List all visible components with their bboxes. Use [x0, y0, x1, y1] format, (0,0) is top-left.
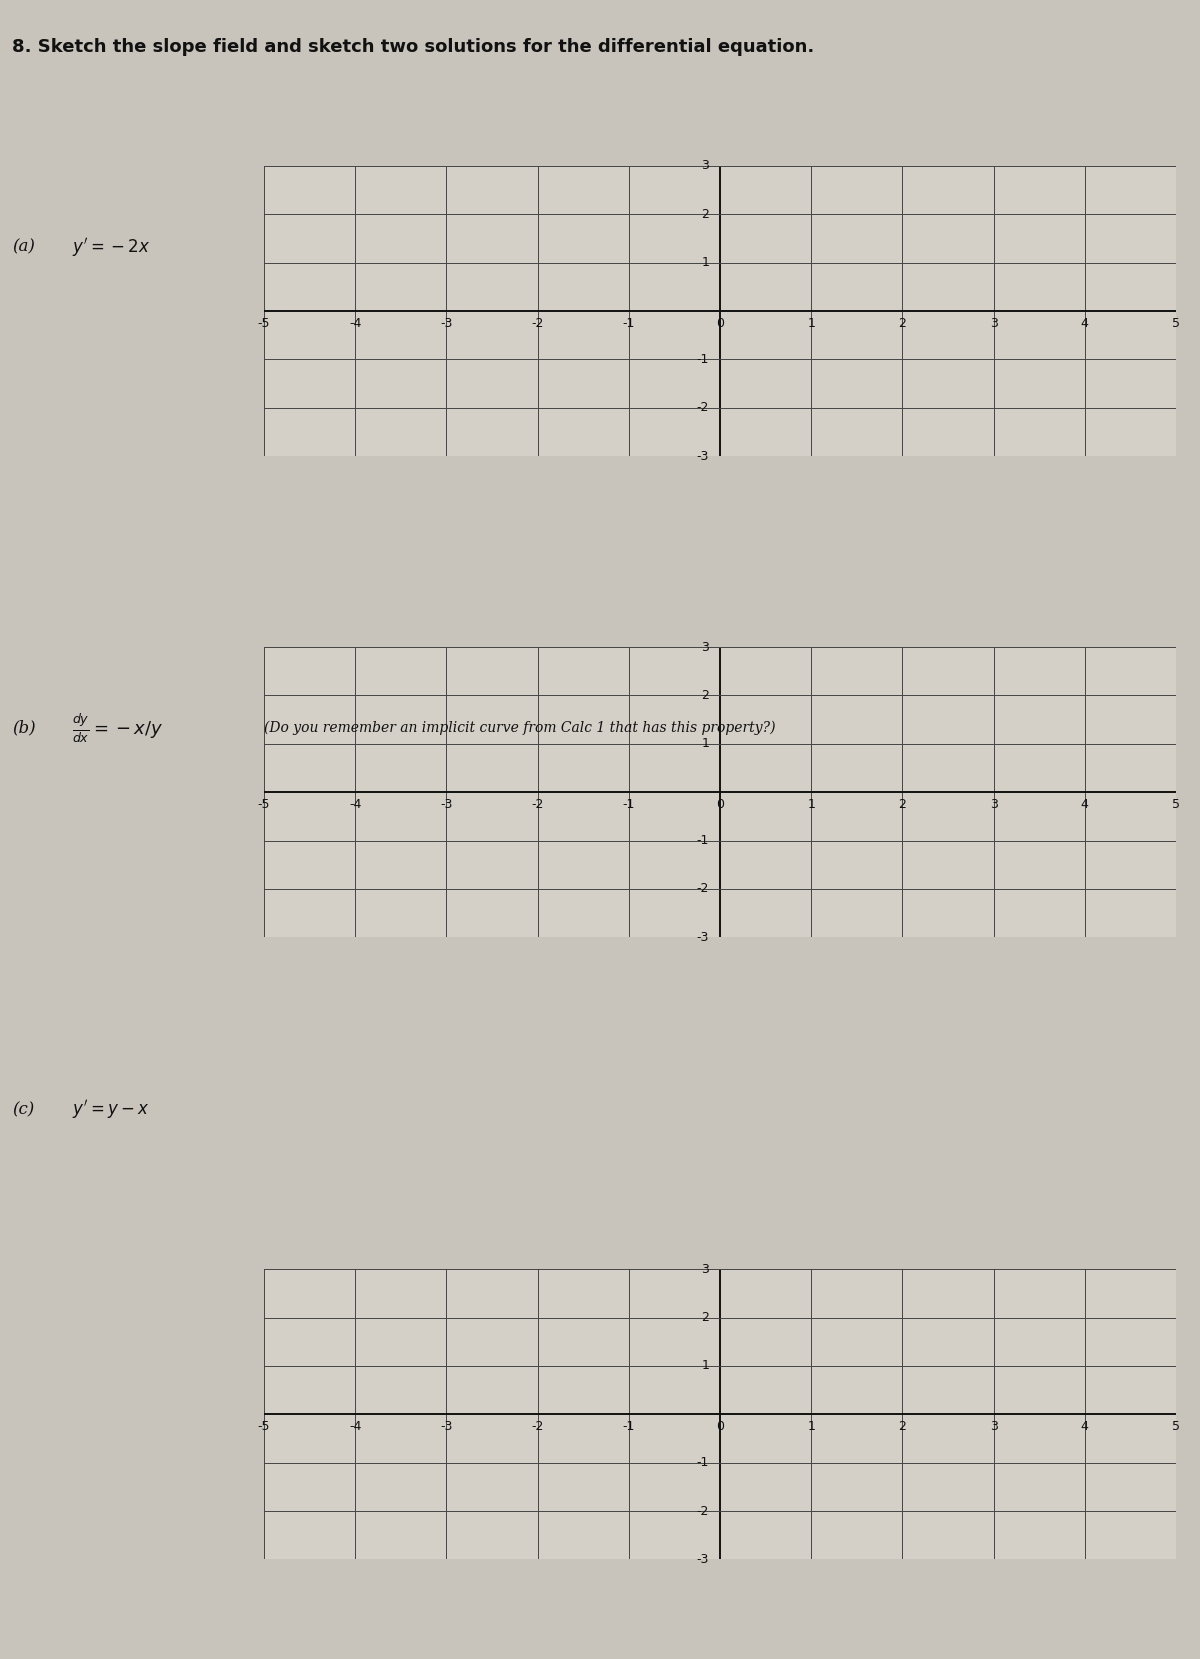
Text: -2: -2 — [697, 1505, 709, 1518]
Text: 1: 1 — [701, 1359, 709, 1372]
Text: 3: 3 — [701, 1262, 709, 1276]
Text: 2: 2 — [899, 1420, 906, 1433]
Text: 8. Sketch the slope field and sketch two solutions for the differential equation: 8. Sketch the slope field and sketch two… — [12, 38, 815, 56]
Text: 0: 0 — [716, 798, 724, 811]
Text: -3: -3 — [440, 798, 452, 811]
Text: -4: -4 — [349, 798, 361, 811]
Text: 4: 4 — [1081, 1420, 1088, 1433]
Text: 0: 0 — [716, 1420, 724, 1433]
Text: 1: 1 — [808, 798, 815, 811]
Text: -5: -5 — [258, 798, 270, 811]
Text: 1: 1 — [701, 255, 709, 269]
Text: -2: -2 — [532, 1420, 544, 1433]
Text: (Do you remember an implicit curve from Calc 1 that has this property?): (Do you remember an implicit curve from … — [264, 722, 775, 735]
Text: -3: -3 — [697, 450, 709, 463]
Text: 3: 3 — [990, 798, 997, 811]
Text: $y' = -2x$: $y' = -2x$ — [72, 236, 150, 259]
Text: -2: -2 — [532, 317, 544, 330]
Text: -3: -3 — [697, 931, 709, 944]
Text: 2: 2 — [701, 1311, 709, 1324]
Text: 1: 1 — [808, 317, 815, 330]
Text: -4: -4 — [349, 317, 361, 330]
Text: 5: 5 — [1172, 798, 1180, 811]
Text: -1: -1 — [697, 834, 709, 848]
Text: 0: 0 — [716, 317, 724, 330]
Text: 2: 2 — [899, 317, 906, 330]
Text: -1: -1 — [623, 1420, 635, 1433]
Text: -5: -5 — [258, 1420, 270, 1433]
Text: 4: 4 — [1081, 317, 1088, 330]
Text: -1: -1 — [623, 317, 635, 330]
Text: 2: 2 — [701, 688, 709, 702]
Text: -3: -3 — [440, 1420, 452, 1433]
Text: -1: -1 — [697, 353, 709, 367]
Text: 1: 1 — [808, 1420, 815, 1433]
Text: 5: 5 — [1172, 317, 1180, 330]
Text: 2: 2 — [899, 798, 906, 811]
Text: (a): (a) — [12, 239, 35, 255]
Text: -3: -3 — [697, 1553, 709, 1566]
Text: 1: 1 — [701, 737, 709, 750]
Text: 2: 2 — [701, 207, 709, 221]
Text: -1: -1 — [623, 798, 635, 811]
Text: -1: -1 — [697, 1457, 709, 1470]
Text: (b): (b) — [12, 720, 36, 737]
Text: $\frac{dy}{dx} = -x/y$: $\frac{dy}{dx} = -x/y$ — [72, 712, 163, 745]
Text: 3: 3 — [701, 159, 709, 173]
Text: 5: 5 — [1172, 1420, 1180, 1433]
Text: 3: 3 — [990, 317, 997, 330]
Text: -2: -2 — [697, 883, 709, 896]
Text: (c): (c) — [12, 1102, 35, 1118]
Text: -4: -4 — [349, 1420, 361, 1433]
Text: $y' = y - x$: $y' = y - x$ — [72, 1098, 150, 1121]
Text: 3: 3 — [990, 1420, 997, 1433]
Text: 4: 4 — [1081, 798, 1088, 811]
Text: -3: -3 — [440, 317, 452, 330]
Text: 3: 3 — [701, 640, 709, 654]
Text: -2: -2 — [697, 401, 709, 415]
Text: -2: -2 — [532, 798, 544, 811]
Text: -5: -5 — [258, 317, 270, 330]
